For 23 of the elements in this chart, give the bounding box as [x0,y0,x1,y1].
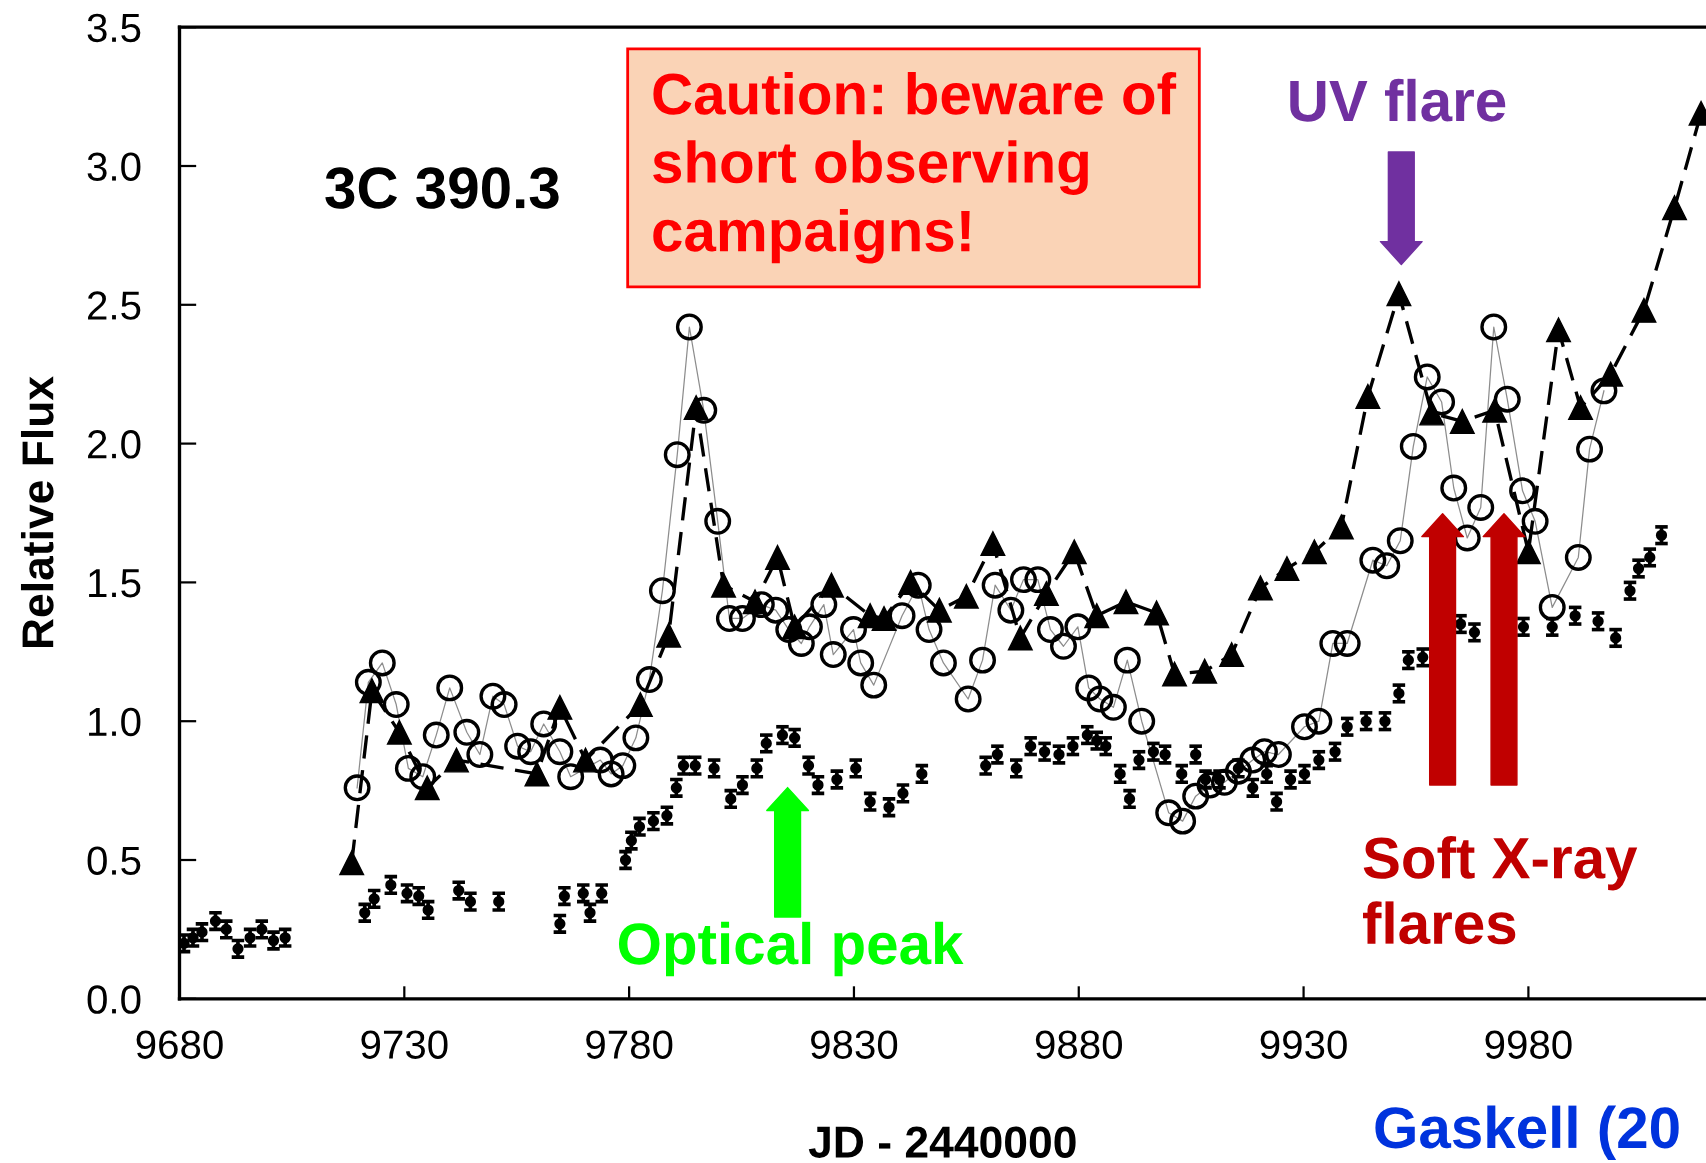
y-tick-label: 2.5 [88,291,141,320]
x-tick-label: 9880 [1035,1030,1122,1059]
y-tick-label: 0.5 [87,846,141,875]
y-tick-label: 3.5 [87,13,141,43]
text: Gaskell (20 [1375,1105,1679,1160]
x-tick-label: 9980 [1485,1030,1572,1059]
y-axis-title: Relative Flux [20,376,54,648]
y-tick-label: 0.0 [87,985,141,1014]
x-tick-label: 9680 [136,1030,223,1059]
annotation: UV flare [1290,78,1506,122]
annotation: Soft X-ray flares [1362,836,1638,945]
y-tick-label: 1.5 [89,569,141,598]
x-tick-label: 9780 [586,1030,673,1059]
x-tick-label: 9730 [361,1030,448,1059]
annotation: Caution: beware of short observing campaigns! [653,72,1177,264]
y-tick-label: 2.0 [88,430,141,459]
y-tick-label: 3.0 [87,152,141,181]
x-tick-label: 9930 [1260,1030,1347,1059]
annotation: Optical peak [618,921,964,977]
annotation: 3C 390.3 [325,167,559,209]
x-axis-title: JD - 2440000 [808,1126,1076,1158]
y-tick-label: 1.0 [89,707,141,737]
x-tick-label: 9830 [811,1030,898,1059]
